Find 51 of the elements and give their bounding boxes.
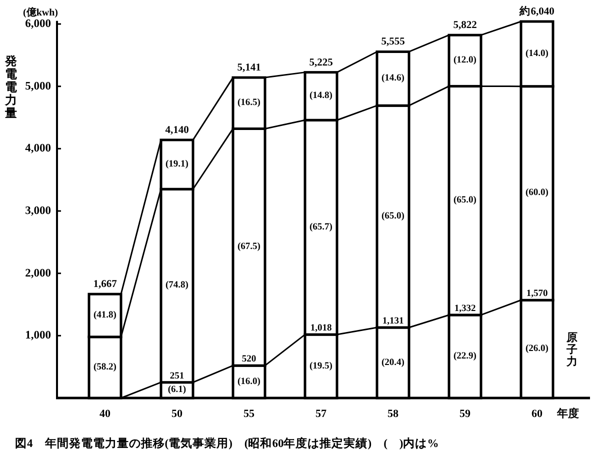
total-label: 1,667 [93, 279, 117, 290]
y-tick-label: 3,000 [25, 205, 52, 217]
annotation: (19.1) [166, 160, 188, 170]
annotation: (12.0) [454, 56, 476, 66]
annotation: (14.6) [382, 74, 404, 84]
annotation: (60.0) [526, 188, 548, 198]
annotation: (26.0) [526, 344, 548, 354]
x-tick-label: 40 [100, 408, 111, 420]
data-label: 1,018 [310, 324, 332, 334]
annotation: (16.5) [238, 98, 260, 108]
annotation: (58.2) [94, 362, 116, 372]
annotation: (65.7) [310, 222, 332, 232]
y-axis-title: 発電電力量 [4, 54, 17, 120]
annotation: (19.5) [310, 361, 332, 372]
data-label: 1,131 [382, 316, 404, 326]
text: (億kwh) [22, 6, 58, 18]
y-tick-label: 1,000 [25, 330, 52, 342]
annotation: (20.4) [382, 358, 404, 368]
x-axis-title: 年度 [556, 407, 579, 420]
total-label: 約6,040 [518, 4, 554, 18]
y-tick-label: 6,000 [25, 18, 52, 30]
data-label: 1,570 [526, 289, 548, 300]
data-label: 520 [242, 354, 256, 365]
annotation: (65.0) [454, 196, 476, 206]
annotation: (67.5) [238, 242, 260, 252]
annotation: (14.8) [310, 91, 332, 102]
annotation: (16.0) [238, 376, 260, 387]
annotation: (65.0) [382, 212, 404, 222]
y-tick-label: 4,000 [25, 142, 52, 155]
y-tick-label: 5,000 [25, 80, 52, 92]
annotation: (74.8) [166, 280, 188, 291]
total-label: 5,555 [381, 36, 405, 48]
annotation: (14.0) [526, 48, 548, 59]
data-label: 251 [170, 371, 184, 382]
x-tick-label: 59 [460, 408, 471, 420]
x-tick-label: 60 [532, 408, 543, 420]
y-tick-label: 2,000 [25, 267, 52, 280]
annotation: (22.9) [454, 351, 476, 362]
series-label: 原子力 [566, 332, 578, 368]
total-label: 5,822 [453, 20, 477, 32]
x-tick-label: 50 [172, 408, 183, 420]
annotation: (6.1) [168, 385, 186, 396]
data-label: 1,332 [454, 304, 476, 314]
annotation: (41.8) [94, 310, 116, 320]
x-tick-label: 57 [316, 408, 327, 420]
text: 図4 年間発電電力量の推移(電気事業用) (昭和60年度は推定実績) ( )内は% [15, 436, 439, 450]
total-label: 5,225 [309, 57, 333, 68]
total-label: 5,141 [237, 62, 261, 74]
x-tick-label: 55 [244, 408, 255, 420]
total-label: 4,140 [165, 124, 189, 136]
x-tick-label: 58 [388, 408, 399, 420]
